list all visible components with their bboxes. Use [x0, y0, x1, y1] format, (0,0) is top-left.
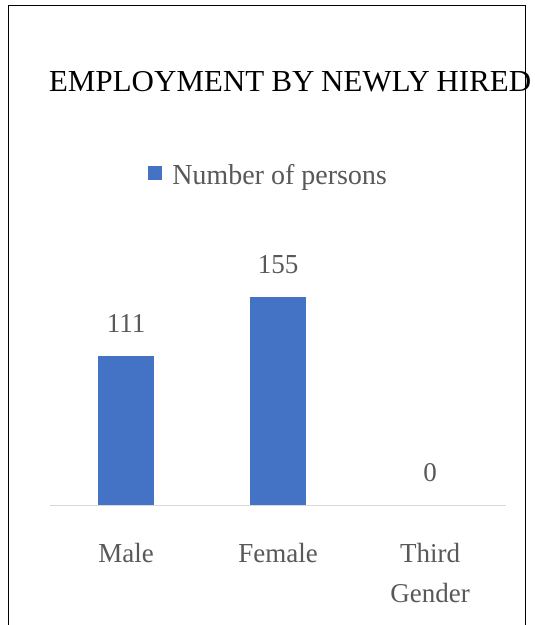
legend-label: Number of persons [172, 160, 387, 191]
x-tick-label: Male [98, 538, 154, 568]
legend: Number of persons [0, 160, 535, 192]
x-tick-label: Female [238, 538, 318, 568]
data-label: 0 [423, 457, 437, 487]
bar [250, 297, 306, 505]
chart-title: EMPLOYMENT BY NEWLY HIRED [48, 63, 532, 98]
data-label: 111 [106, 308, 146, 339]
chart-frame [8, 5, 526, 625]
data-label: 155 [257, 249, 299, 279]
bar [98, 356, 154, 505]
x-tick-label: Third Gender [390, 538, 470, 608]
legend-swatch [148, 166, 163, 180]
category-axis [50, 505, 506, 506]
